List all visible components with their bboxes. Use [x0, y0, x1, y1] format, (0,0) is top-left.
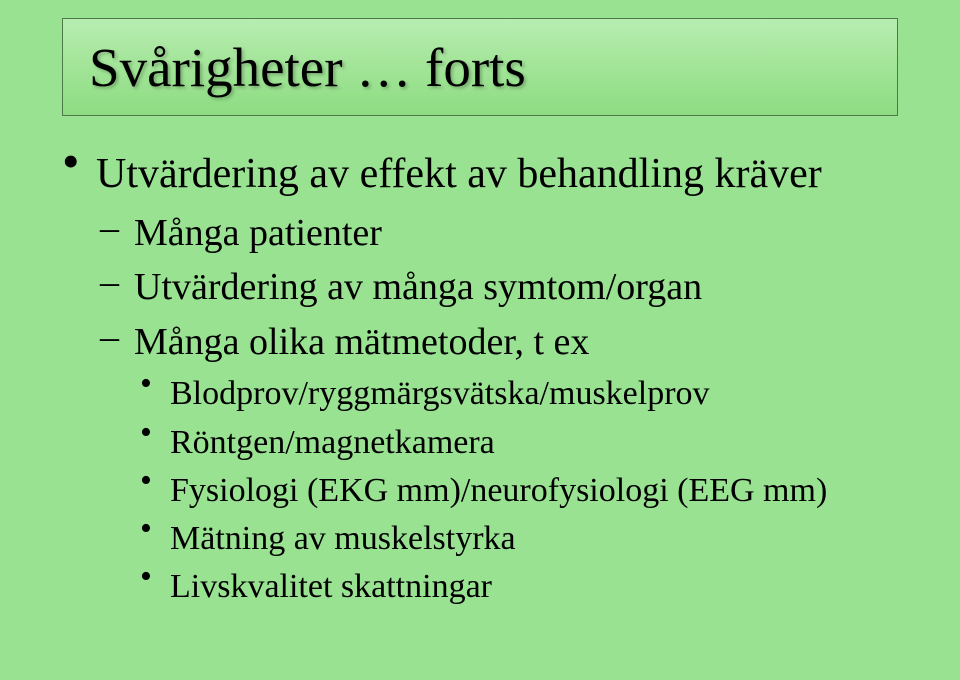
bullet-text: Livskvalitet skattningar — [170, 568, 492, 605]
bullet-text: Utvärdering av många symtom/organ — [134, 266, 702, 308]
slide-title: Svårigheter … forts — [89, 36, 526, 99]
slide-title-box: Svårigheter … forts — [62, 18, 898, 116]
list-item: Utvärdering av effekt av behandling kräv… — [62, 148, 920, 609]
list-item: Blodprov/ryggmärgsvätska/muskelprov — [134, 372, 920, 416]
list-item: Många patienter — [96, 209, 920, 258]
list-item: Fysiologi (EKG mm)/neurofysiologi (EEG m… — [134, 469, 920, 513]
list-item: Många olika mätmetoder, t ex Blodprov/ry… — [96, 318, 920, 610]
bullet-list-lvl1: Utvärdering av effekt av behandling kräv… — [62, 148, 920, 609]
slide-content: Utvärdering av effekt av behandling kräv… — [62, 148, 920, 617]
bullet-text: Många patienter — [134, 212, 382, 254]
list-item: Utvärdering av många symtom/organ — [96, 263, 920, 312]
bullet-text: Fysiologi (EKG mm)/neurofysiologi (EEG m… — [170, 472, 827, 509]
list-item: Mätning av muskelstyrka — [134, 517, 920, 561]
bullet-list-lvl3: Blodprov/ryggmärgsvätska/muskelprov Rönt… — [134, 372, 920, 609]
bullet-list-lvl2: Många patienter Utvärdering av många sym… — [96, 209, 920, 610]
bullet-text: Utvärdering av effekt av behandling kräv… — [96, 151, 822, 197]
bullet-text: Röntgen/magnetkamera — [170, 424, 495, 461]
bullet-text: Blodprov/ryggmärgsvätska/muskelprov — [170, 375, 710, 412]
list-item: Röntgen/magnetkamera — [134, 421, 920, 465]
bullet-text: Mätning av muskelstyrka — [170, 520, 516, 557]
list-item: Livskvalitet skattningar — [134, 565, 920, 609]
bullet-text: Många olika mätmetoder, t ex — [134, 321, 589, 363]
